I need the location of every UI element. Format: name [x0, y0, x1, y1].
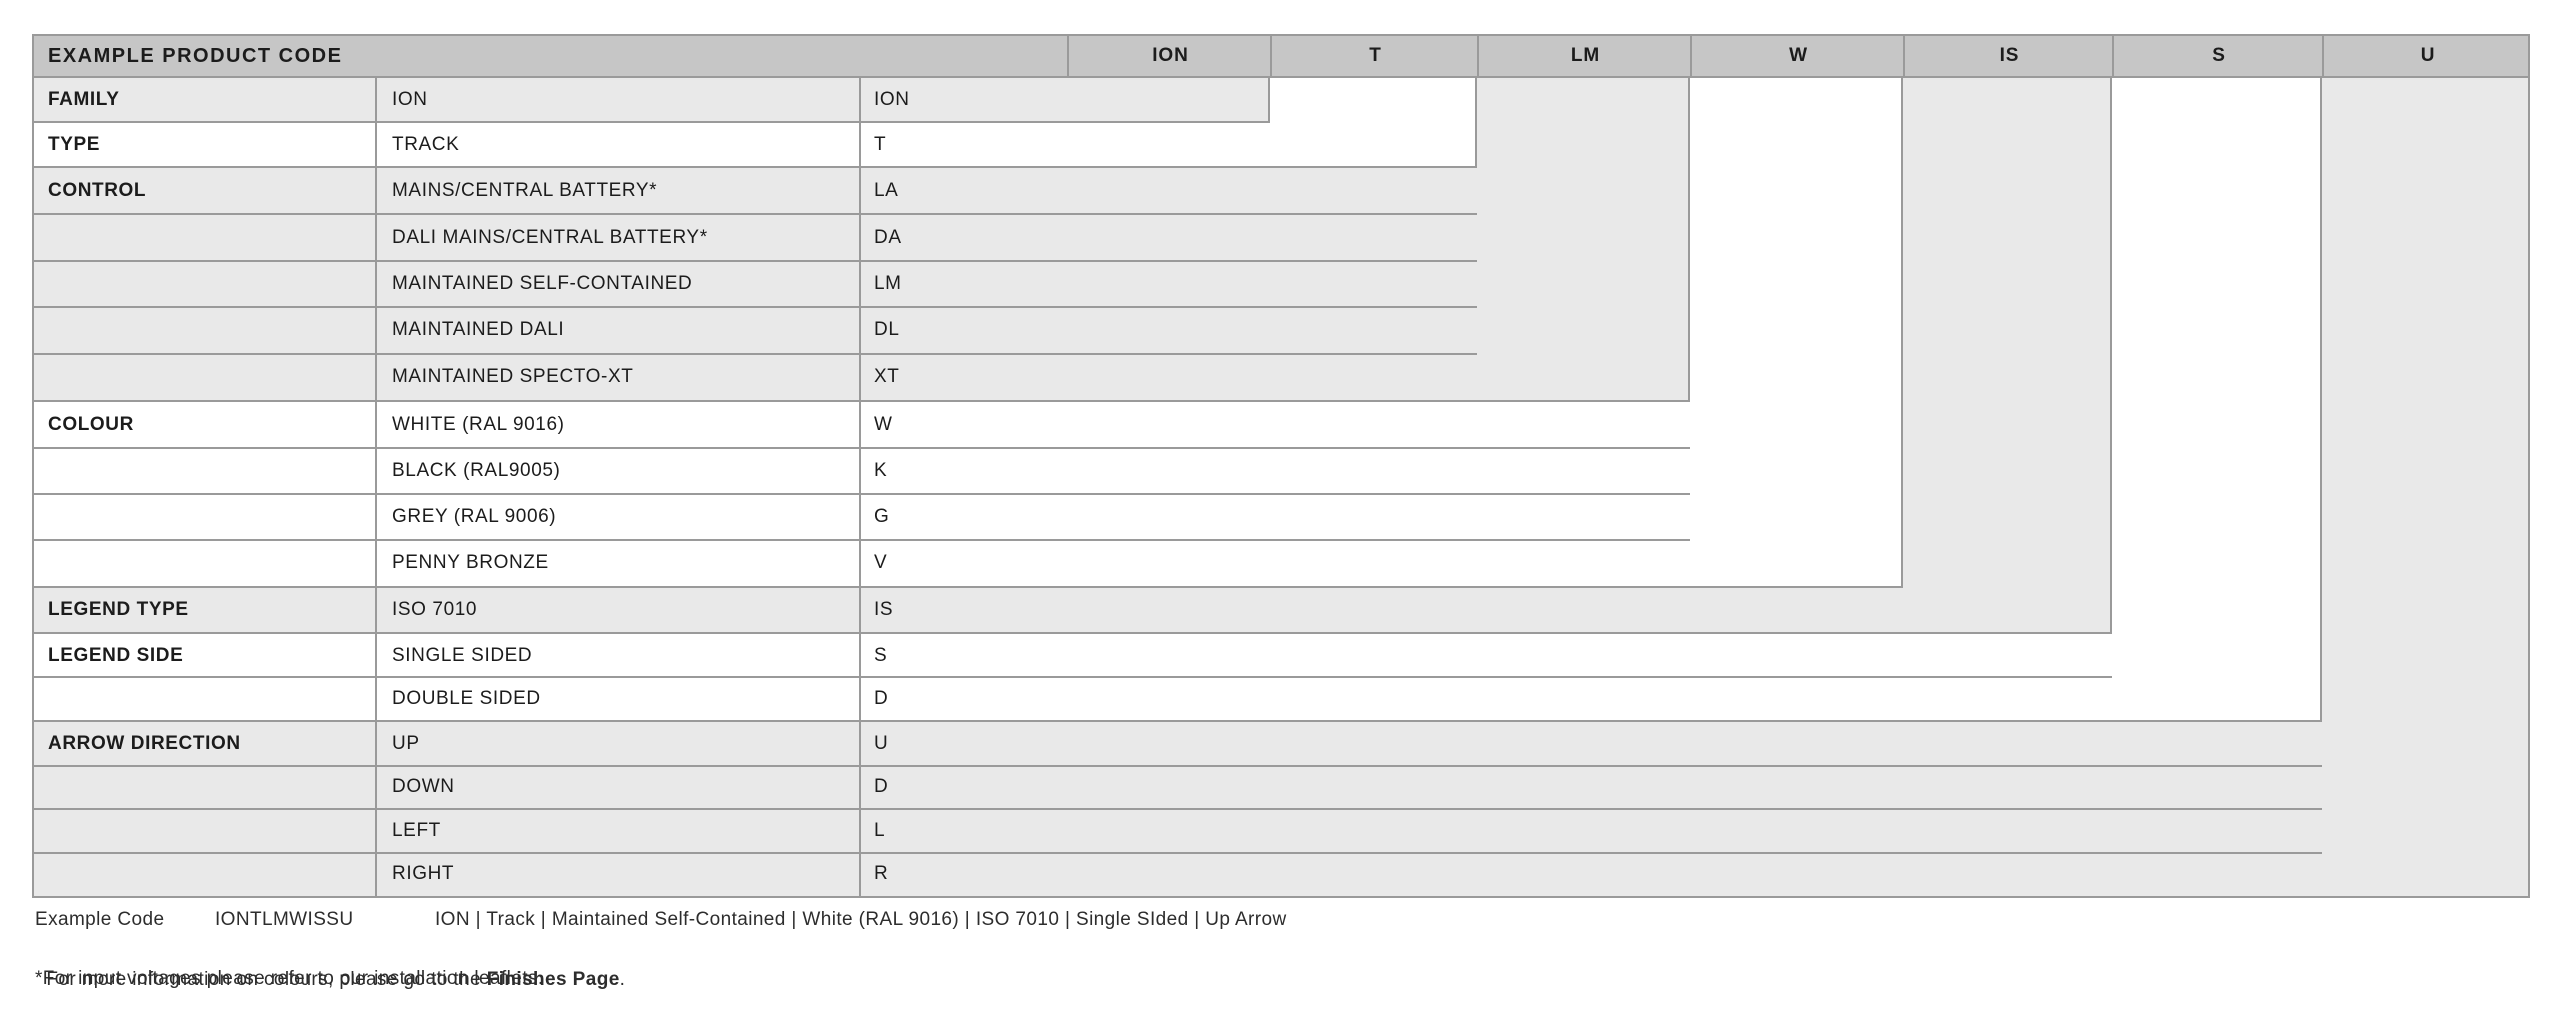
row-separator	[34, 852, 2322, 854]
row-code: L	[874, 819, 886, 841]
row-description: GREY (RAL 9006)	[392, 506, 557, 527]
row-code: U	[874, 732, 889, 754]
row-code: DL	[874, 319, 900, 341]
row-description: MAINTAINED SELF-CONTAINED	[392, 272, 693, 294]
row-separator	[34, 493, 1690, 495]
row-label: CONTROL	[48, 180, 147, 202]
row-separator	[34, 306, 1477, 308]
voltage-note: *For input voltages please refer to our …	[35, 968, 544, 989]
section-colour: COLOUR WHITE (RAL 9016) W BLACK (RAL9005) K G…	[32, 402, 1903, 588]
row-description: PENNY BRONZE	[392, 552, 549, 573]
row-label: TYPE	[48, 133, 101, 155]
code-column-header-t: T	[1270, 36, 1479, 76]
row-label: LEGEND SIDE	[48, 644, 184, 666]
column-divider-label-desc	[375, 588, 377, 632]
row-label: FAMILY	[48, 88, 120, 110]
row-code: XT	[874, 365, 900, 387]
row-description: ION	[392, 88, 428, 110]
row-code: D	[874, 687, 889, 709]
example-code-breakdown: ION | Track | Maintained Self-Contained …	[435, 909, 1287, 930]
row-separator	[34, 447, 1690, 449]
column-divider-desc-code	[859, 588, 861, 632]
row-label: ARROW DIRECTION	[48, 732, 241, 754]
example-code-line: Example Code IONTLMWISSU ION | Track | M…	[0, 905, 2560, 935]
table-title: EXAMPLE PRODUCT CODE	[48, 44, 343, 67]
row-description: ISO 7010	[392, 599, 478, 620]
row-description: DOWN	[392, 776, 455, 798]
row-separator	[34, 213, 1477, 215]
row-separator	[34, 676, 2112, 678]
code-column-band-s	[2112, 78, 2322, 722]
column-divider-label-desc	[375, 78, 377, 121]
row-description: RIGHT	[392, 863, 455, 885]
column-divider-desc-code	[859, 78, 861, 121]
row-description: DOUBLE SIDED	[392, 687, 541, 709]
finishes-note-period: .	[619, 969, 626, 990]
row-separator	[34, 808, 2322, 810]
section-legend-side: LEGEND SIDE SINGLE SIDED S DOUBLE SIDED D	[32, 634, 2322, 722]
row-description: WHITE (RAL 9016)	[392, 414, 565, 435]
row-code: T	[874, 133, 887, 155]
column-divider-desc-code	[859, 168, 861, 400]
section-control: CONTROL MAINS/CENTRAL BATTERY* LA DALI MAIN…	[32, 168, 1690, 402]
row-code: W	[874, 414, 893, 435]
section-type: TYPE TRACK T	[32, 123, 1477, 168]
column-divider-label-desc	[375, 168, 377, 400]
column-divider-desc-code	[859, 123, 861, 166]
row-code: K	[874, 460, 888, 481]
row-code: V	[874, 552, 888, 573]
row-description: MAINTAINED DALI	[392, 319, 565, 341]
section-legend-type: LEGEND TYPE ISO 7010 IS	[32, 588, 2112, 634]
finishes-note: For more information on colours, please …	[35, 935, 625, 990]
section-family: FAMILY ION ION	[32, 78, 1270, 123]
row-code: ION	[874, 88, 910, 110]
row-code: DA	[874, 226, 902, 248]
column-divider-label-desc	[375, 123, 377, 166]
example-code-value: IONTLMWISSU	[215, 909, 354, 930]
row-code: IS	[874, 599, 894, 620]
row-label: LEGEND TYPE	[48, 599, 189, 620]
row-description: MAINS/CENTRAL BATTERY*	[392, 180, 658, 202]
code-column-header-s: S	[2112, 36, 2324, 76]
code-column-header-u: U	[2322, 36, 2532, 76]
row-code: G	[874, 506, 890, 527]
row-code: R	[874, 863, 889, 885]
row-label: COLOUR	[48, 414, 134, 435]
row-description: UP	[392, 732, 420, 754]
code-column-header-w: W	[1690, 36, 1905, 76]
row-separator	[34, 260, 1477, 262]
row-description: DALI MAINS/CENTRAL BATTERY*	[392, 226, 708, 248]
row-description: BLACK (RAL9005)	[392, 460, 561, 481]
example-code-label: Example Code	[35, 909, 165, 930]
code-column-header-is: IS	[1903, 36, 2114, 76]
finishes-note-text: For more information on colours, please …	[46, 969, 487, 990]
row-description: TRACK	[392, 133, 460, 155]
row-separator	[34, 353, 1477, 355]
row-code: LM	[874, 272, 902, 294]
row-code: S	[874, 644, 888, 666]
row-description: LEFT	[392, 819, 441, 841]
section-arrow-direction: ARROW DIRECTION UP U DOWN D LEFT L RIGHT R	[32, 722, 2530, 898]
row-code: LA	[874, 180, 899, 202]
code-column-header-lm: LM	[1477, 36, 1692, 76]
row-code: D	[874, 776, 889, 798]
code-column-band-is	[1903, 78, 2112, 634]
row-description: MAINTAINED SPECTO-XT	[392, 365, 634, 387]
row-description: SINGLE SIDED	[392, 644, 533, 666]
code-column-header-ion: ION	[1067, 36, 1272, 76]
table-header-row: EXAMPLE PRODUCT CODE ION T LM W IS S U	[32, 34, 2530, 78]
row-separator	[34, 539, 1690, 541]
finishes-page-link[interactable]: Finishes Page	[486, 969, 620, 990]
row-separator	[34, 765, 2322, 767]
